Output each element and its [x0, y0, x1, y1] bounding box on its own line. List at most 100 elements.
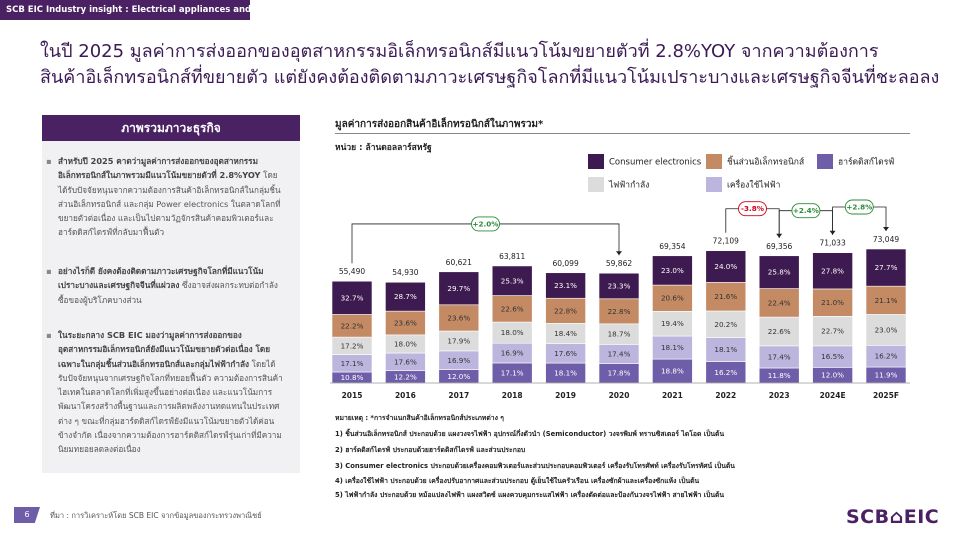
bar-segment: [598, 298, 640, 325]
slide-title: สินค้าอิเล็กทรอนิกส์ที่ขยายตัว แต่ยังคงต…: [40, 67, 940, 88]
x-tick-label: 2018: [502, 391, 523, 400]
sidebar-title: ภาพรวมภาวะธุรกิจ: [42, 115, 300, 141]
bar-segment: [491, 265, 533, 296]
growth-pill: [471, 216, 500, 232]
segment-label: 27.8%: [821, 266, 844, 275]
bullet-text: โดยได้รับปัจจัยหนุนจากความต้องการสินค้าอ…: [58, 170, 281, 238]
total-label: 69,356: [766, 242, 792, 251]
bullet-bold: สำหรับปี 2025 คาดว่ามูลค่าการส่งออกของอุ…: [58, 156, 261, 181]
total-label: 73,049: [873, 235, 899, 244]
segment-label: 18.0%: [394, 339, 417, 348]
growth-label: -3.8%: [741, 204, 764, 213]
growth-pill: [791, 203, 821, 219]
bar-segment: [545, 272, 586, 299]
note: หมายเหตุ : *การจำแนกสินค้าอิเล็กทรอนิกส์…: [335, 414, 504, 422]
segment-label: 18.1%: [554, 369, 577, 378]
total-label: 69,354: [659, 242, 685, 251]
segment-label: 21.0%: [821, 298, 844, 307]
note: 3) Consumer electronics ประกอบด้วยเครื่อ…: [335, 462, 735, 470]
legend-swatch: [706, 154, 722, 169]
segment-label: 16.9%: [501, 349, 524, 358]
bar-segment: [545, 297, 586, 324]
bar-segment: [491, 295, 533, 323]
slide-title: ในปี 2025 มูลค่าการส่งออกของอุตสาหกรรมอิ…: [40, 41, 879, 62]
total-label: 60,621: [446, 258, 472, 267]
segment-label: 18.7%: [608, 330, 631, 339]
segment-label: 22.8%: [554, 306, 577, 315]
segment-label: 10.8%: [341, 373, 364, 382]
segment-label: 16.9%: [447, 356, 470, 365]
x-tick-label: 2015: [342, 391, 363, 400]
segment-label: 11.8%: [768, 371, 791, 380]
segment-label: 25.8%: [768, 268, 791, 277]
segment-label: 25.3%: [501, 276, 524, 285]
bar-segment: [438, 271, 480, 306]
bar-segment: [705, 310, 747, 338]
segment-label: 23.0%: [875, 325, 898, 334]
segment-label: 27.7%: [875, 263, 898, 272]
arrow-head: [883, 227, 889, 231]
bar-segment: [652, 311, 693, 337]
segment-label: 22.7%: [821, 327, 844, 336]
note: 2) ฮาร์ดดิสก์ไดรฟ์ ประกอบด้วยฮาร์ดดิสก์ไ…: [335, 446, 526, 454]
segment-label: 16.2%: [714, 368, 737, 377]
bullet: อย่างไรก็ดี ยังคงต้องติดตามภาวะเศรษฐกิจโ…: [46, 264, 284, 307]
x-tick-label: 2023: [769, 391, 790, 400]
segment-label: 22.2%: [341, 321, 364, 330]
bar-segment: [812, 252, 853, 290]
legend-swatch: [588, 154, 604, 169]
segment-label: 21.1%: [875, 296, 898, 305]
growth-label: +2.0%: [473, 219, 499, 228]
bar-segment: [758, 255, 800, 289]
note: 1) ชิ้นส่วนอิเล็กทรอนิกส์ ประกอบด้วย แผง…: [335, 430, 725, 438]
segment-label: 17.6%: [554, 349, 577, 358]
segment-label: 23.6%: [394, 319, 417, 328]
legend-swatch: [817, 154, 833, 169]
bullet-text: ซึ่งอาจส่งผลกระทบต่อกำลังซื้อของผู้บริโภ…: [58, 280, 278, 305]
x-tick-label: 2024E: [820, 391, 846, 400]
segment-label: 17.2%: [341, 341, 364, 350]
x-tick-label: 2020: [609, 391, 630, 400]
segment-label: 11.9%: [875, 371, 898, 380]
x-tick-label: 2025F: [873, 391, 899, 400]
bullet-bold: อย่างไรก็ดี ยังคงต้องติดตามภาวะเศรษฐกิจโ…: [58, 266, 264, 291]
total-label: 72,109: [713, 237, 739, 246]
segment-label: 12.2%: [394, 372, 417, 381]
total-label: 55,490: [339, 267, 365, 276]
title-rule: [335, 133, 910, 134]
segment-label: 18.1%: [714, 345, 737, 354]
bar-segment: [385, 281, 426, 312]
segment-label: 22.4%: [768, 298, 791, 307]
segment-label: 17.1%: [501, 368, 524, 377]
legend-label: Consumer electronics: [609, 158, 702, 168]
segment-label: 12.0%: [821, 371, 844, 380]
total-label: 59,862: [606, 259, 632, 268]
total-label: 71,033: [819, 239, 845, 248]
segment-label: 23.6%: [447, 313, 470, 322]
note: 4) เครื่องใช้ไฟฟ้า ประกอบด้วย เครื่องปรั…: [335, 477, 700, 485]
segment-label: 20.2%: [714, 320, 737, 329]
source: ที่มา : การวิเคราะห์โดย SCB EIC จากข้อมู…: [50, 511, 262, 520]
segment-label: 22.6%: [501, 304, 524, 313]
segment-label: 17.6%: [394, 357, 417, 366]
growth-pill: [844, 199, 874, 215]
segment-label: 17.9%: [447, 336, 470, 345]
total-label: 54,930: [392, 268, 418, 277]
bar-segment: [865, 314, 907, 346]
logo: SCB⌂EIC: [846, 506, 940, 528]
x-tick-label: 2021: [662, 391, 683, 400]
bar-segment: [438, 304, 480, 332]
segment-label: 17.4%: [608, 349, 631, 358]
segment-label: 23.1%: [554, 281, 577, 290]
growth-label: +2.8%: [846, 203, 872, 212]
growth-pill: [738, 201, 767, 217]
segment-label: 17.8%: [608, 369, 631, 378]
chart-unit: หน่วย : ล้านดอลลาร์สหรัฐ: [335, 143, 432, 153]
arrow-head: [616, 251, 622, 256]
legend-label: ชิ้นส่วนอิเล็กทรอนิกส์: [727, 156, 805, 168]
header-tag: SCB EIC Industry insight : Electrical ap…: [0, 0, 307, 20]
bar-segment: [598, 272, 640, 300]
x-tick-label: 2017: [448, 391, 469, 400]
